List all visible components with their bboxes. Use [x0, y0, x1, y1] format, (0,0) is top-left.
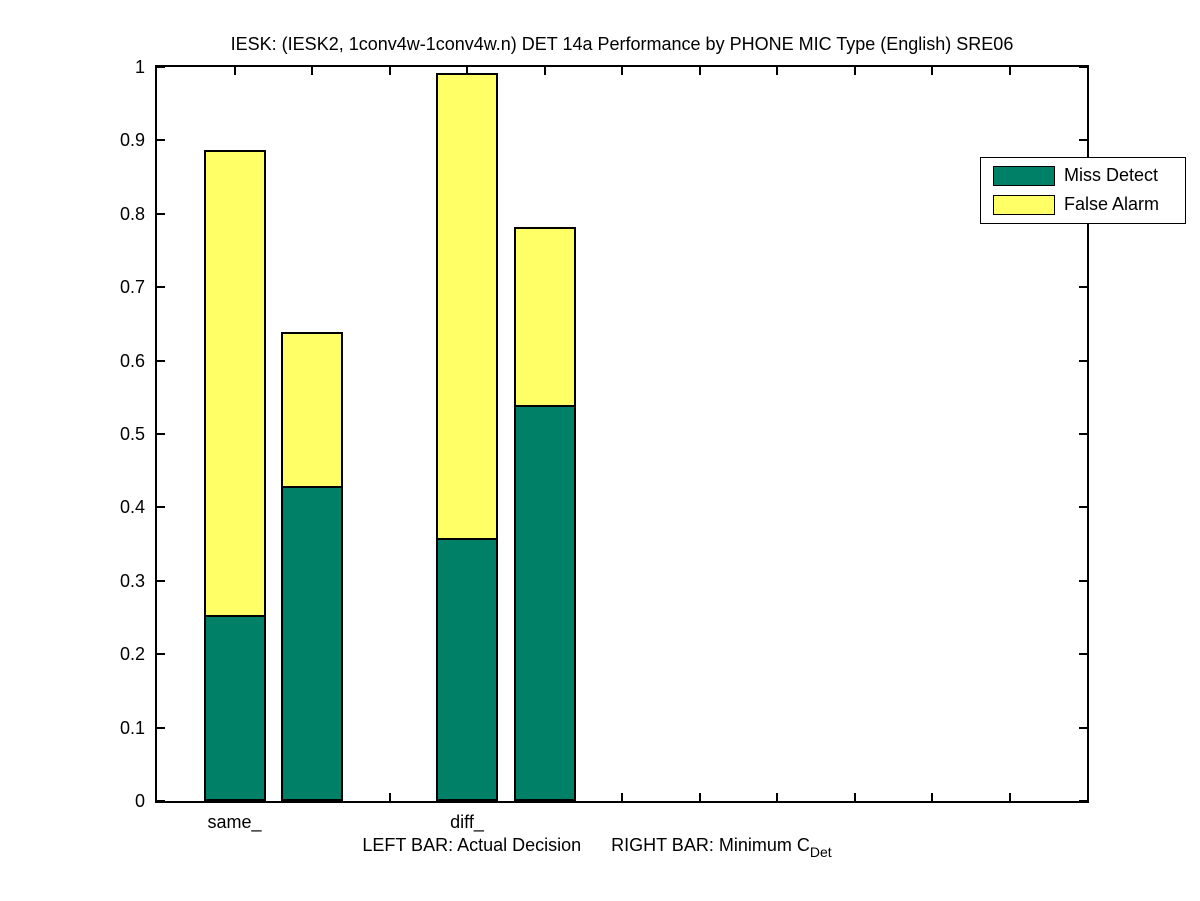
bar-miss-detect-diff_-actual_decision	[436, 538, 498, 801]
y-tick-right	[1079, 653, 1087, 656]
x-tick-top	[1008, 67, 1011, 75]
y-tick-label-0.6: 0.6	[119, 350, 145, 371]
legend-label-false-alarm: False Alarm	[1064, 194, 1160, 214]
y-tick-label-0.2: 0.2	[119, 644, 145, 665]
y-tick-right	[1079, 579, 1087, 582]
x-tick-bottom	[621, 793, 623, 801]
y-tick-label-0.8: 0.8	[119, 203, 145, 224]
bar-miss-detect-same_-actual_decision	[203, 615, 266, 801]
x-group-label-same: same_	[207, 812, 262, 832]
x-tick-top	[931, 67, 933, 75]
x-group-label-diff: diff_	[450, 812, 484, 832]
bar-miss-detect-diff_-minimum_cdet	[513, 405, 576, 801]
y-tick-right	[1079, 506, 1087, 509]
y-tick-left	[157, 653, 165, 656]
miss-detect-swatch	[993, 165, 1055, 186]
bar-false-alarm-same_-actual_decision	[203, 150, 266, 615]
x-tick-top	[233, 67, 236, 75]
y-tick-label-0.3: 0.3	[119, 570, 145, 591]
x-tick-top	[621, 67, 623, 75]
legend-item-false-alarm: False Alarm	[993, 194, 1159, 215]
x-tick-bottom	[776, 793, 778, 801]
y-tick-left	[157, 800, 165, 802]
y-tick-left	[157, 579, 165, 582]
bar-false-alarm-same_-minimum_cdet	[281, 332, 343, 486]
x-tick-bottom	[1008, 793, 1011, 801]
legend: Miss Detect False Alarm	[980, 157, 1186, 224]
legend-label-miss-detect: Miss Detect	[1064, 165, 1159, 185]
x-tick-top	[853, 67, 856, 75]
y-tick-label-0.1: 0.1	[119, 717, 145, 738]
x-tick-top	[311, 67, 313, 75]
x-tick-bottom	[931, 793, 933, 801]
y-tick-label-0.7: 0.7	[119, 277, 145, 298]
y-tick-left	[157, 726, 165, 729]
y-tick-left	[157, 66, 165, 68]
footnote-right: RIGHT BAR: Minimum C	[611, 835, 810, 855]
x-tick-bottom	[853, 793, 856, 801]
false-alarm-swatch	[993, 194, 1055, 215]
x-tick-bottom	[698, 793, 701, 801]
x-tick-top	[543, 67, 546, 75]
footnote-left: LEFT BAR: Actual Decision	[362, 835, 582, 855]
y-tick-left	[157, 139, 165, 142]
y-tick-right	[1079, 726, 1087, 729]
x-tick-top	[698, 67, 701, 75]
y-tick-left	[157, 433, 165, 435]
y-tick-label-0: 0	[134, 791, 145, 811]
y-tick-label-1: 1	[134, 57, 145, 77]
x-tick-top	[388, 67, 391, 75]
y-tick-right	[1079, 800, 1087, 802]
plot-area: Miss Detect False Alarm	[155, 65, 1186, 803]
x-tick-top	[776, 67, 778, 75]
y-tick-right	[1079, 286, 1087, 289]
y-tick-left	[157, 212, 165, 215]
x-tick-top	[466, 67, 468, 75]
y-tick-label-0.4: 0.4	[119, 497, 145, 518]
y-tick-right	[1079, 433, 1087, 435]
chart-title: IESK: (IESK2, 1conv4w-1conv4w.n) DET 14a…	[230, 34, 1014, 54]
y-tick-label-0.5: 0.5	[119, 424, 145, 444]
y-tick-right	[1079, 66, 1087, 68]
bar-false-alarm-diff_-minimum_cdet	[513, 227, 576, 405]
y-tick-right	[1079, 139, 1087, 142]
y-tick-label-0.9: 0.9	[119, 130, 145, 151]
y-tick-left	[157, 506, 165, 509]
y-tick-right	[1079, 359, 1087, 362]
x-tick-bottom	[388, 793, 391, 801]
y-tick-left	[157, 286, 165, 289]
footnote-subscript: Det	[809, 844, 832, 860]
bar-miss-detect-same_-minimum_cdet	[281, 486, 343, 801]
bar-meaning-footnote: LEFT BAR: Actual Decision RIGHT BAR: Mini…	[362, 835, 831, 860]
legend-item-miss-detect: Miss Detect	[993, 165, 1158, 186]
y-tick-left	[157, 359, 165, 362]
bar-false-alarm-diff_-actual_decision	[436, 73, 498, 538]
